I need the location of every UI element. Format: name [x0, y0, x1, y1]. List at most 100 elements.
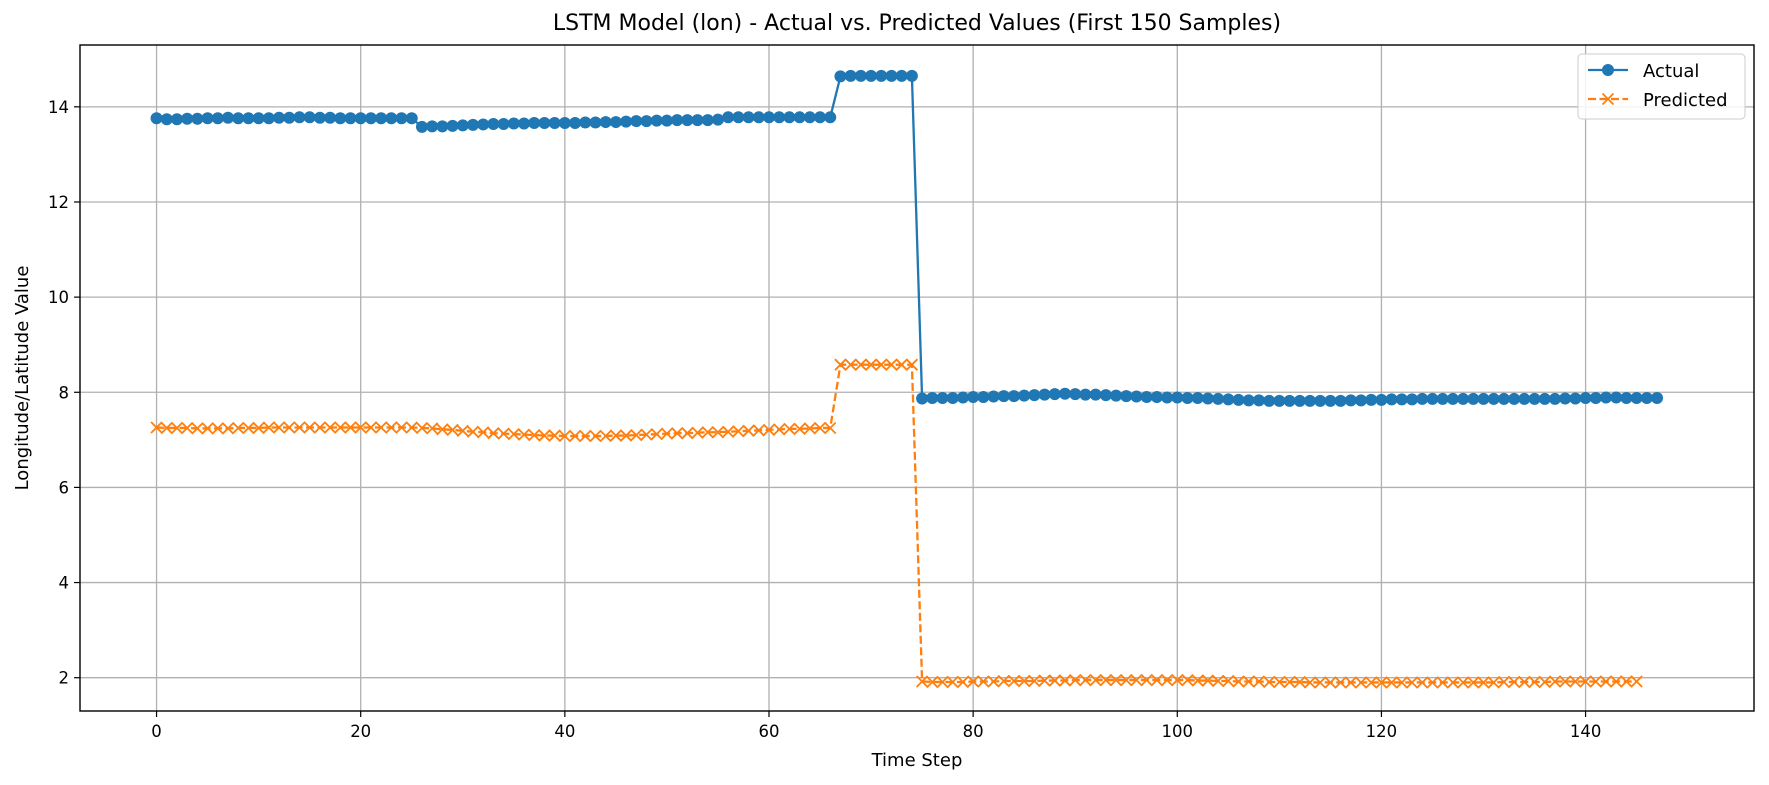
- data-point-actual: [1436, 392, 1449, 405]
- data-point-predicted: [497, 427, 510, 440]
- data-point-predicted: [415, 421, 429, 435]
- data-point-predicted: [1007, 674, 1021, 688]
- data-point-actual: [415, 120, 428, 133]
- data-point-actual: [885, 69, 898, 82]
- data-point-actual: [1181, 391, 1194, 404]
- data-point-predicted: [1222, 674, 1235, 688]
- data-point-actual: [599, 116, 612, 129]
- data-point-predicted: [1548, 675, 1562, 688]
- data-point-actual: [201, 112, 214, 125]
- data-point-predicted: [262, 421, 275, 434]
- data-point-actual: [660, 114, 673, 127]
- data-point-actual: [793, 111, 806, 124]
- data-point-predicted: [436, 423, 449, 436]
- data-point-predicted: [426, 422, 439, 435]
- x-tick-label: 80: [963, 722, 984, 741]
- data-point-predicted: [1303, 676, 1317, 689]
- data-point-actual: [609, 116, 622, 129]
- data-point-actual: [528, 117, 541, 130]
- data-point-actual: [936, 391, 949, 404]
- data-point-predicted: [1365, 676, 1378, 689]
- data-point-actual: [762, 111, 775, 124]
- data-point-actual: [1497, 392, 1510, 405]
- data-point-predicted: [487, 427, 500, 440]
- data-point-predicted: [1528, 675, 1541, 689]
- data-point-predicted: [405, 421, 418, 434]
- data-point-actual: [324, 111, 337, 124]
- data-point-predicted: [221, 422, 235, 435]
- data-point-predicted: [558, 429, 571, 443]
- data-point-predicted: [905, 358, 919, 371]
- chart-title: LSTM Model (lon) - Actual vs. Predicted …: [553, 11, 1281, 36]
- data-point-predicted: [1201, 674, 1215, 687]
- data-point-predicted: [670, 427, 684, 440]
- data-point-predicted: [834, 358, 847, 371]
- data-point-predicted: [1610, 675, 1623, 688]
- data-point-predicted: [1038, 674, 1051, 687]
- data-point-actual: [405, 112, 418, 125]
- data-point-actual: [1130, 390, 1143, 403]
- data-point-predicted: [344, 421, 357, 434]
- data-point-actual: [1620, 391, 1633, 404]
- data-point-actual: [844, 69, 857, 82]
- data-point-actual: [1477, 392, 1490, 405]
- y-tick-label: 14: [48, 98, 69, 117]
- data-point-predicted: [1477, 676, 1490, 689]
- data-point-actual: [1385, 393, 1398, 406]
- data-point-predicted: [1538, 675, 1551, 689]
- data-point-predicted: [507, 427, 520, 441]
- data-point-actual: [1548, 392, 1561, 405]
- data-point-predicted: [1232, 675, 1245, 688]
- data-point-predicted: [477, 426, 490, 439]
- data-point-predicted: [1436, 676, 1449, 689]
- data-point-actual: [1314, 394, 1327, 407]
- data-point-predicted: [1028, 674, 1041, 688]
- data-point-actual: [395, 112, 408, 125]
- data-point-predicted: [803, 422, 816, 435]
- data-point-actual: [1212, 392, 1225, 405]
- series-actual: [150, 69, 1664, 407]
- data-point-predicted: [773, 423, 786, 436]
- data-point-predicted: [1487, 676, 1500, 689]
- data-point-predicted: [1589, 675, 1602, 688]
- data-point-actual: [334, 112, 347, 125]
- data-point-predicted: [711, 426, 725, 439]
- data-point-actual: [1446, 392, 1459, 405]
- legend-predicted-swatch: [1588, 92, 1628, 106]
- data-point-predicted: [364, 421, 378, 434]
- data-point-predicted: [936, 675, 949, 689]
- data-point-actual: [303, 111, 316, 124]
- data-point-predicted: [1334, 676, 1347, 689]
- data-point-actual: [824, 111, 837, 124]
- data-point-predicted: [1283, 675, 1296, 689]
- data-point-predicted: [732, 425, 745, 438]
- data-point-predicted: [854, 358, 867, 371]
- data-point-actual: [548, 117, 561, 130]
- data-point-actual: [711, 113, 724, 126]
- data-point-predicted: [1089, 673, 1102, 687]
- data-point-actual: [1161, 391, 1174, 404]
- data-point-predicted: [517, 428, 531, 441]
- data-point-actual: [1426, 392, 1439, 405]
- data-point-actual: [1273, 394, 1286, 407]
- data-point-actual: [1457, 392, 1470, 405]
- data-point-predicted: [752, 424, 765, 437]
- data-point-predicted: [1273, 675, 1286, 689]
- data-point-predicted: [824, 421, 837, 435]
- data-point-predicted: [211, 422, 224, 435]
- data-point-predicted: [1467, 676, 1480, 689]
- data-point-actual: [344, 112, 357, 125]
- data-point-predicted: [354, 421, 367, 434]
- data-point-actual: [1508, 392, 1521, 405]
- x-tick-label: 140: [1570, 722, 1602, 741]
- y-tick-label: 4: [59, 574, 70, 593]
- data-point-predicted: [579, 429, 592, 443]
- data-point-actual: [170, 113, 183, 126]
- x-tick-label: 0: [151, 722, 162, 741]
- data-point-predicted: [170, 421, 184, 435]
- data-point-actual: [905, 69, 918, 82]
- data-point-actual: [722, 111, 735, 124]
- data-point-actual: [242, 112, 255, 125]
- data-point-actual: [579, 116, 592, 129]
- data-point-predicted: [997, 674, 1010, 688]
